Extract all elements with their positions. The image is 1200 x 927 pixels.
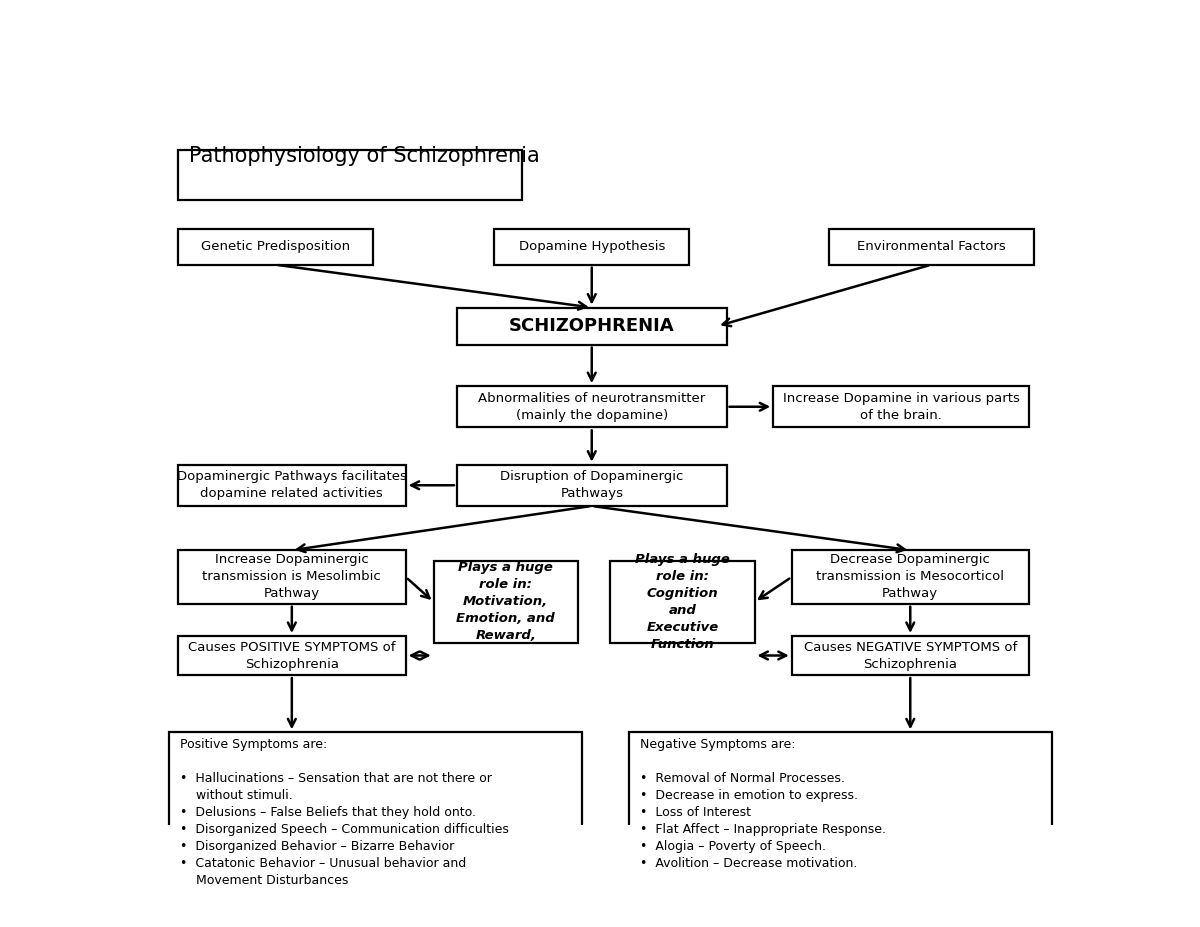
FancyBboxPatch shape [178,636,406,675]
Text: Dopaminergic Pathways facilitates
dopamine related activities: Dopaminergic Pathways facilitates dopami… [176,470,407,501]
Text: Abnormalities of neurotransmitter
(mainly the dopamine): Abnormalities of neurotransmitter (mainl… [478,392,706,422]
FancyBboxPatch shape [629,732,1052,883]
FancyBboxPatch shape [457,386,727,427]
Text: Plays a huge
role in:
Cognition
and
Executive
Function: Plays a huge role in: Cognition and Exec… [635,553,730,651]
Text: Plays a huge
role in:
Motivation,
Emotion, and
Reward,: Plays a huge role in: Motivation, Emotio… [456,562,556,642]
FancyBboxPatch shape [457,464,727,506]
FancyBboxPatch shape [792,551,1028,603]
Text: Causes POSITIVE SYMPTOMS of
Schizophrenia: Causes POSITIVE SYMPTOMS of Schizophreni… [188,641,396,670]
Text: SCHIZOPHRENIA: SCHIZOPHRENIA [509,317,674,335]
FancyBboxPatch shape [178,551,406,603]
FancyBboxPatch shape [792,636,1028,675]
FancyBboxPatch shape [178,229,373,265]
FancyBboxPatch shape [494,229,689,265]
Text: Negative Symptoms are:

•  Removal of Normal Processes.
•  Decrease in emotion t: Negative Symptoms are: • Removal of Norm… [640,738,886,870]
Text: Dopamine Hypothesis: Dopamine Hypothesis [518,240,665,253]
Text: Causes NEGATIVE SYMPTOMS of
Schizophrenia: Causes NEGATIVE SYMPTOMS of Schizophreni… [804,641,1016,670]
Text: Increase Dopamine in various parts
of the brain.: Increase Dopamine in various parts of th… [782,392,1020,422]
Text: Disruption of Dopaminergic
Pathways: Disruption of Dopaminergic Pathways [500,470,684,501]
Text: Decrease Dopaminergic
transmission is Mesocorticol
Pathway: Decrease Dopaminergic transmission is Me… [816,553,1004,601]
FancyBboxPatch shape [773,386,1028,427]
Text: Environmental Factors: Environmental Factors [857,240,1006,253]
FancyBboxPatch shape [178,464,406,506]
FancyBboxPatch shape [433,561,578,643]
Text: Positive Symptoms are:

•  Hallucinations – Sensation that are not there or
    : Positive Symptoms are: • Hallucinations … [180,738,509,887]
Text: Increase Dopaminergic
transmission is Mesolimbic
Pathway: Increase Dopaminergic transmission is Me… [203,553,382,601]
FancyBboxPatch shape [611,561,755,643]
FancyBboxPatch shape [829,229,1033,265]
Text: Pathophysiology of Schizophrenia: Pathophysiology of Schizophrenia [190,146,540,166]
Text: Genetic Predisposition: Genetic Predisposition [200,240,350,253]
FancyBboxPatch shape [178,150,522,200]
FancyBboxPatch shape [457,308,727,345]
FancyBboxPatch shape [168,732,582,883]
